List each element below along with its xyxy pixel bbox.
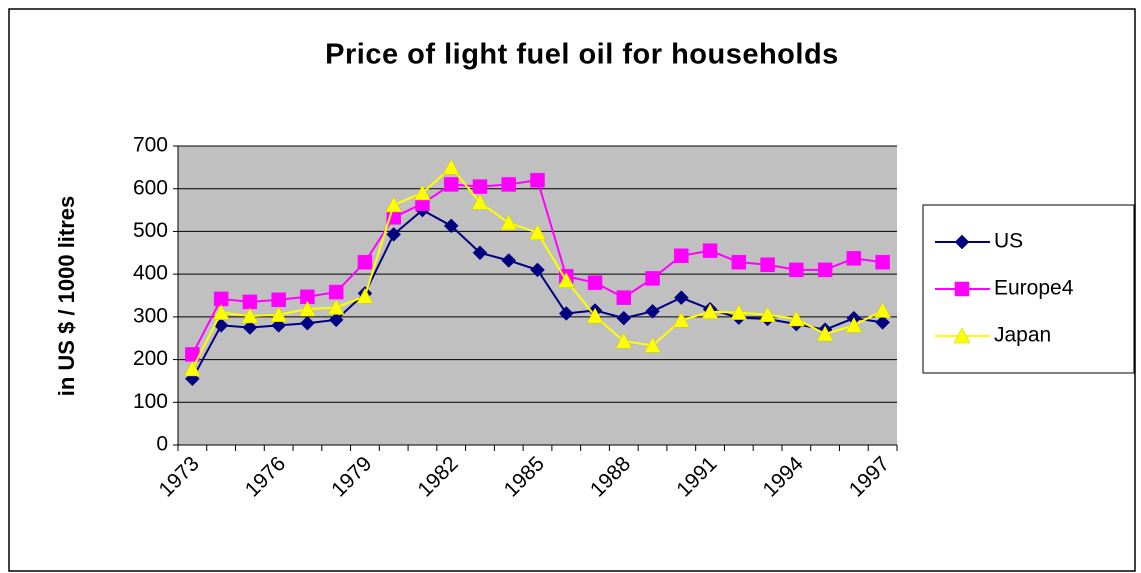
- data-point: [271, 292, 286, 308]
- data-point: [242, 320, 258, 335]
- data-point: [212, 304, 230, 320]
- data-point: [356, 287, 374, 304]
- legend-marker: [953, 327, 971, 344]
- data-point: [385, 196, 403, 213]
- data-point: [645, 303, 660, 319]
- data-point: [587, 275, 603, 290]
- data-point: [616, 310, 632, 326]
- legend-label: US: [994, 230, 1023, 253]
- data-point: [616, 290, 632, 305]
- data-point: [241, 307, 259, 324]
- data-point: [242, 294, 258, 310]
- data-point: [500, 214, 518, 231]
- y-axis-title: in US $ / 1000 litres: [54, 196, 79, 397]
- data-point: [386, 227, 402, 242]
- data-point: [270, 306, 288, 322]
- legend-label: Europe4: [994, 277, 1074, 300]
- data-point: [845, 316, 863, 333]
- data-point: [816, 325, 834, 342]
- legend-label: Japan: [994, 324, 1051, 347]
- legend-marker: [954, 234, 970, 250]
- data-point: [328, 284, 344, 300]
- y-tick-label: 600: [133, 176, 168, 199]
- data-point: [730, 304, 748, 320]
- data-point: [817, 262, 833, 278]
- data-point: [328, 312, 344, 328]
- y-tick-label: 200: [133, 347, 168, 370]
- data-point: [443, 218, 459, 234]
- data-point: [300, 315, 315, 331]
- y-tick-label: 400: [133, 262, 168, 285]
- data-point: [529, 224, 546, 240]
- data-point: [557, 272, 575, 288]
- data-point: [875, 315, 890, 330]
- data-point: [443, 177, 459, 192]
- data-point: [558, 306, 574, 321]
- data-point: [327, 298, 345, 315]
- legend-marker: [954, 281, 970, 297]
- data-point: [789, 262, 804, 278]
- data-point: [874, 301, 892, 318]
- data-point: [875, 254, 890, 270]
- data-point: [442, 158, 460, 175]
- data-point: [674, 248, 689, 264]
- data-point: [471, 193, 489, 210]
- data-point: [530, 172, 545, 188]
- data-point: [586, 307, 604, 324]
- data-point: [472, 179, 488, 194]
- data-point: [846, 251, 862, 266]
- data-point: [357, 254, 373, 270]
- data-point: [501, 253, 517, 268]
- y-tick-label: 100: [133, 390, 168, 413]
- chart-title: Price of light fuel oil for households: [325, 39, 839, 71]
- data-point: [472, 245, 488, 261]
- data-point: [731, 254, 747, 270]
- y-tick-label: 300: [133, 304, 168, 327]
- data-point: [501, 177, 516, 192]
- y-tick-label: 700: [133, 134, 168, 157]
- data-point: [644, 336, 661, 353]
- data-point: [213, 291, 229, 307]
- data-point: [300, 289, 315, 305]
- data-point: [760, 257, 775, 272]
- data-point: [414, 184, 431, 201]
- data-point: [702, 243, 718, 258]
- data-point: [530, 262, 545, 278]
- data-point: [615, 332, 633, 349]
- plot-area: [178, 146, 897, 445]
- data-point: [672, 311, 690, 328]
- data-point: [183, 360, 201, 377]
- data-point: [673, 290, 689, 305]
- data-point: [701, 303, 719, 319]
- data-point: [759, 306, 776, 322]
- y-tick-label: 0: [156, 433, 168, 456]
- data-point: [787, 310, 805, 327]
- data-point: [185, 347, 200, 362]
- data-point: [645, 271, 660, 286]
- y-tick-label: 500: [133, 219, 168, 242]
- data-point: [299, 300, 316, 317]
